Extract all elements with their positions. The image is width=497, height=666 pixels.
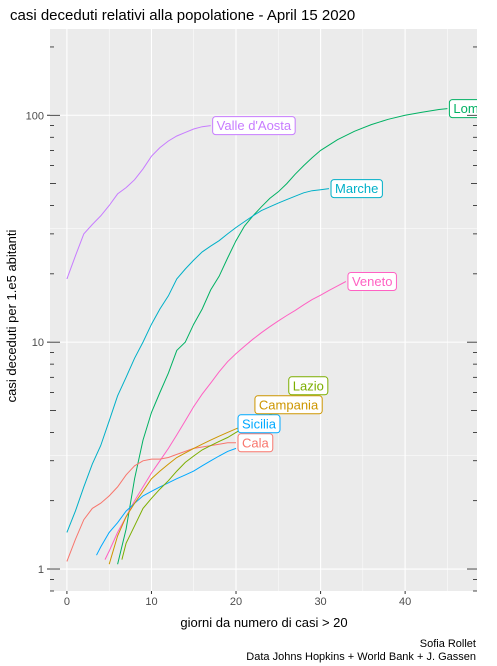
series-label-sicilia: Sicilia	[237, 414, 281, 434]
x-tick-label: 30	[314, 596, 326, 608]
svg-text:Lazio: Lazio	[293, 378, 324, 393]
y-tick-label: 1	[38, 564, 44, 576]
major-gridlines	[50, 29, 477, 591]
x-tick-label: 40	[399, 596, 411, 608]
x-axis-label: giorni da numero di casi > 20	[180, 615, 347, 630]
series-label-veneto: Veneto	[347, 272, 397, 292]
series-line-valle-d-aosta	[66, 125, 211, 280]
svg-text:Marche: Marche	[335, 181, 378, 196]
svg-text:Valle d'Aosta: Valle d'Aosta	[217, 118, 292, 133]
series-label-lazio: Lazio	[288, 376, 329, 396]
series-line-campania	[108, 422, 254, 565]
y-axis-label: casi deceduti per 1.e5 abitanti	[4, 230, 19, 403]
axes: 0 10 20 30 40 1 10 100	[26, 46, 477, 608]
svg-text:Sicilia: Sicilia	[242, 416, 277, 431]
y-tick-label: 100	[26, 110, 44, 122]
plot-panel	[50, 29, 477, 591]
y-tick-label: 10	[32, 337, 44, 349]
svg-text:Cala: Cala	[242, 435, 270, 450]
series-label-valle-d-aosta: Valle d'Aosta	[212, 116, 296, 136]
svg-text:Campania: Campania	[259, 397, 319, 412]
series-label-lombardia: Lombardia	[448, 99, 497, 119]
svg-text:Veneto: Veneto	[352, 274, 393, 289]
svg-text:Lombardia: Lombardia	[453, 101, 497, 116]
series-label-calabria: Cala	[237, 433, 274, 453]
series-line-marche	[66, 188, 330, 533]
series-labels: Lombardia Marche Valle d'Aosta Veneto Cala Si…	[212, 99, 497, 453]
series-label-marche: Marche	[330, 179, 383, 199]
caption-author: Sofia Rollet	[420, 638, 476, 650]
x-tick-label: 20	[230, 596, 242, 608]
series-line-calabria	[66, 442, 236, 562]
series-label-campania: Campania	[254, 395, 323, 415]
chart-title: casi deceduti relativi alla popolatione …	[10, 7, 355, 24]
series-line-veneto	[104, 281, 347, 560]
caption-source: Data Johns Hopkins + World Bank + J. Gas…	[246, 651, 476, 663]
x-tick-label: 0	[64, 596, 70, 608]
x-tick-label: 10	[145, 596, 157, 608]
